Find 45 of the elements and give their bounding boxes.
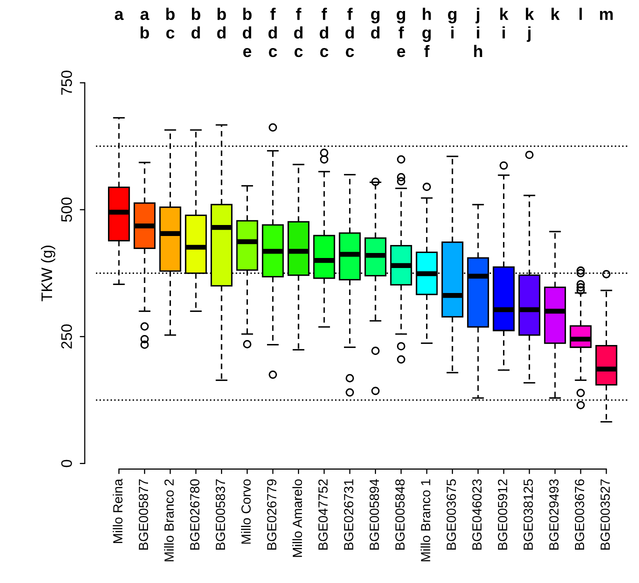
- text: f d c: [268, 8, 277, 58]
- x-tick-label: BGE038125: [524, 479, 533, 550]
- text: g i: [448, 10, 456, 38]
- text: b d: [217, 8, 226, 39]
- x-tick-label: BGE003676: [574, 479, 584, 550]
- y-axis-title: TKW (g): [40, 246, 56, 302]
- text: a: [114, 10, 124, 20]
- text: b d: [191, 8, 200, 39]
- x-tick-label: BGE026731: [344, 479, 354, 550]
- text: h g f: [422, 8, 431, 58]
- x-tick-label: BGE026780: [190, 479, 200, 550]
- x-tick-label: BGE005848: [395, 479, 405, 550]
- x-tick-label: BGE005894: [370, 479, 379, 550]
- text: k: [552, 8, 560, 20]
- x-tick-label: BGE005912: [498, 479, 508, 550]
- y-tick-label: 500: [61, 198, 72, 222]
- text: k j: [526, 8, 534, 42]
- y-tick-label: 750: [61, 70, 72, 95]
- x-tick-label: BGE046023: [472, 479, 482, 550]
- x-tick-label: Millo Branco 2: [164, 479, 174, 562]
- x-tick-label: BGE003675: [446, 479, 456, 550]
- text: a b: [140, 10, 150, 39]
- x-tick-label: BGE047752: [318, 479, 328, 550]
- text: f d c: [294, 8, 303, 58]
- x-tick-label: BGE029493: [549, 479, 559, 550]
- text: m: [600, 10, 613, 20]
- text: l: [580, 8, 582, 20]
- x-tick-label: Millo Branco 1: [420, 479, 430, 562]
- text: g d: [371, 10, 380, 39]
- x-tick-label: Millo Reina: [112, 478, 122, 543]
- y-tick-label: 250: [61, 324, 72, 349]
- text: j i h: [474, 8, 482, 57]
- y-tick-label: 0: [61, 460, 72, 468]
- text: b c: [166, 8, 175, 39]
- text: k i: [500, 8, 508, 38]
- x-tick-label: BGE003527: [600, 479, 610, 550]
- text: f d c: [345, 8, 354, 58]
- x-tick-label: BGE026779: [267, 479, 276, 550]
- x-tick-label: BGE005877: [138, 479, 148, 550]
- text: b d e: [242, 8, 252, 58]
- x-tick-label: Millo Corvo: [241, 479, 251, 544]
- x-tick-label: Millo Amarelo: [292, 479, 302, 557]
- text: g f e: [396, 10, 406, 58]
- x-tick-label: BGE005837: [216, 479, 226, 550]
- text: f d c: [320, 8, 328, 58]
